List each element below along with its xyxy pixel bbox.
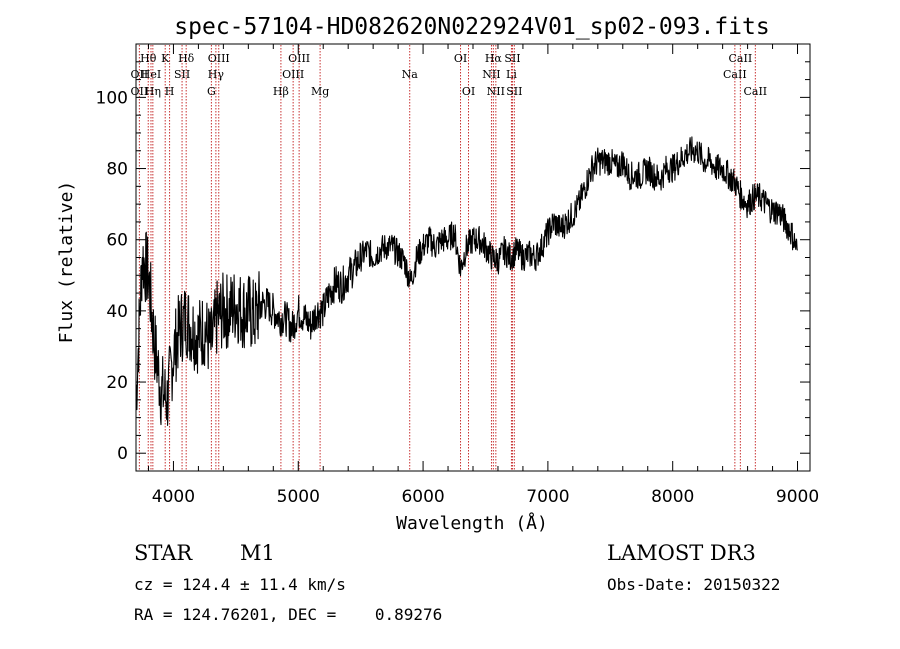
spectral-line-label: OI [462, 85, 475, 98]
spectrum-line [135, 136, 799, 426]
spectral-line-label: OII [131, 68, 149, 81]
x-tick-label: 7000 [526, 487, 569, 507]
obs-date: Obs-Date: 20150322 [607, 575, 780, 594]
spectral-line-label: OIII [282, 68, 304, 81]
spectral-line-label: K [161, 52, 170, 65]
spectral-line-label: Hη [145, 85, 161, 98]
x-axis-label: Wavelength (Å) [396, 512, 548, 534]
coordinates-readout: RA = 124.76201, DEC = 0.89276 [134, 605, 442, 624]
spectral-line-label: OIII [208, 52, 230, 65]
y-tick-label: 80 [106, 160, 128, 180]
spectral-line-label: CaII [743, 85, 767, 98]
y-tick-label: 20 [106, 373, 128, 393]
x-tick-label: 9000 [776, 487, 819, 507]
spectral-line-label: Hθ [140, 52, 157, 65]
spectral-line-label: Mg [311, 85, 329, 98]
survey-label: LAMOST DR3 [607, 541, 756, 565]
spectral-line-label: SII [174, 68, 190, 81]
spectral-line-label: SII [504, 52, 520, 65]
spectral-line-label: CaII [723, 68, 747, 81]
x-tick-label: 8000 [651, 487, 694, 507]
y-axis-label: Flux (relative) [56, 181, 77, 344]
spectral-line-label: G [207, 85, 216, 98]
spectral-line-label: HeI [141, 68, 161, 81]
spectral-lines [138, 45, 756, 470]
spectral-line-label: NII [482, 68, 500, 81]
y-tick-label: 0 [117, 444, 128, 464]
plot-frame [135, 43, 811, 472]
spectral-line-label: Hα [485, 52, 503, 65]
y-axis-ticks: 0 20 40 60 80 100 [96, 43, 810, 472]
chart-title: spec-57104-HD082620N022924V01_sp02-093.f… [174, 14, 769, 40]
y-tick-label: 100 [96, 88, 128, 108]
x-tick-label: 5000 [277, 487, 320, 507]
spectral-line-label: OIII [288, 52, 310, 65]
spectral-line-label: Hδ [178, 52, 195, 65]
y-tick-label: 60 [106, 231, 128, 251]
spectral-line-label: OI [454, 52, 467, 65]
x-tick-label: 4000 [152, 487, 195, 507]
x-tick-label: 6000 [401, 487, 444, 507]
spectral-line-label: NII [487, 85, 505, 98]
x-axis-ticks: 4000 5000 6000 7000 8000 9000 [147, 44, 819, 507]
spectral-line-label: H [165, 85, 175, 98]
y-tick-label: 40 [106, 302, 128, 322]
spectral-line-label: OII [131, 85, 149, 98]
spectral-line-label: Na [402, 68, 419, 81]
object-class: STAR [134, 541, 193, 565]
spectral-line-label: SII [506, 85, 522, 98]
spectral-line-label: Hβ [273, 85, 289, 98]
spectral-line-label: Li [506, 68, 517, 81]
spectral-line-labels: OII OII Hθ HeI Hη K SII H Hδ OIII Hγ G OIII OIII Hβ Mg N… [131, 52, 768, 98]
object-subclass: M1 [240, 541, 275, 565]
spectral-line-label: Hγ [208, 68, 225, 81]
redshift-readout: cz = 124.4 ± 11.4 km/s [134, 575, 346, 594]
spectral-line-label: CaII [729, 52, 753, 65]
